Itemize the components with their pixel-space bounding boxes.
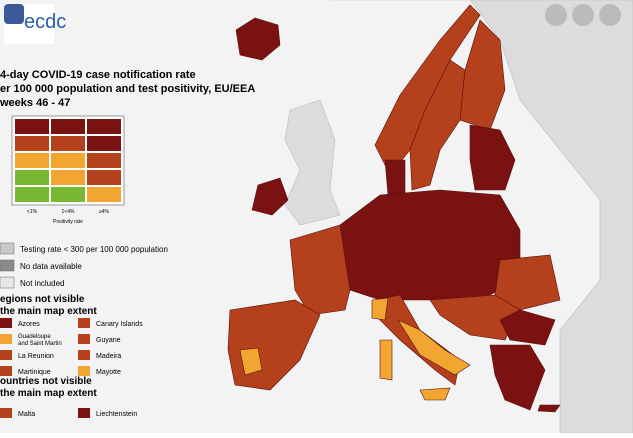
region-label: Azores <box>18 321 40 328</box>
grid-cell <box>51 170 85 185</box>
status-label: No data available <box>20 262 82 271</box>
grid-cell <box>51 153 85 168</box>
grid-cell <box>15 170 49 185</box>
legend: 4-day COVID-19 case notification rate er … <box>0 69 255 418</box>
liguria <box>371 297 389 321</box>
grid-cell <box>51 136 85 151</box>
region-swatch <box>78 334 90 344</box>
zoom-out[interactable] <box>572 4 594 26</box>
iceland <box>235 17 281 61</box>
section-heading: egions not visible <box>0 294 85 305</box>
tag[interactable] <box>599 4 621 26</box>
bulgaria <box>499 309 556 346</box>
grid-cell <box>15 187 49 202</box>
region-swatch <box>78 350 90 360</box>
grid-cell <box>51 187 85 202</box>
uk <box>284 99 341 226</box>
x-label: 1<4% <box>62 209 75 215</box>
section-heading: the main map extent <box>0 388 97 399</box>
status-swatch <box>0 276 15 289</box>
zoom-in[interactable] <box>545 4 567 26</box>
region-swatch <box>0 334 12 344</box>
crete <box>537 404 561 413</box>
sardinia <box>379 339 393 381</box>
title-line: weeks 46 - 47 <box>0 97 70 109</box>
region-label: Madeira <box>96 353 121 360</box>
status-label: Not included <box>20 279 64 288</box>
grid-cell <box>15 119 49 134</box>
ireland <box>251 177 289 216</box>
balkans <box>429 294 521 341</box>
x-label: <1% <box>27 209 38 215</box>
region-label: Guadeloupe and Saint Martin <box>18 334 62 347</box>
status-swatch <box>0 242 15 255</box>
facebook-icon[interactable] <box>4 4 24 24</box>
region-label: Canary Islands <box>96 321 143 328</box>
region-swatch <box>78 318 90 328</box>
region-label: Guyane <box>96 337 121 344</box>
section-heading: ountries not visible <box>0 376 92 387</box>
section-heading: the main map extent <box>0 306 97 317</box>
country-label: Liechtenstein <box>96 411 137 418</box>
grid-cell <box>15 153 49 168</box>
grid-cell <box>87 153 121 168</box>
non-eu-land <box>330 0 633 434</box>
region-swatch <box>0 350 12 360</box>
title-line: 4-day COVID-19 case notification rate <box>0 69 196 81</box>
grid-cell <box>87 170 121 185</box>
grid-cell <box>15 136 49 151</box>
italy-south <box>397 319 471 376</box>
x-title: Positivity rate <box>53 219 83 225</box>
region-label: La Reunion <box>18 353 54 360</box>
grid-cell <box>87 187 121 202</box>
grid-cell <box>51 119 85 134</box>
romania <box>494 254 561 311</box>
country-label: Malta <box>18 411 35 418</box>
region-label: Mayotte <box>96 369 121 376</box>
region-swatch <box>0 318 12 328</box>
country-swatch <box>0 408 12 418</box>
baltics <box>469 124 516 191</box>
region-swatch <box>0 366 12 376</box>
region-label: Martinique <box>18 369 51 376</box>
status-label: Testing rate < 300 per 100 000 populatio… <box>20 245 168 254</box>
status-swatch <box>0 259 15 272</box>
central-europe <box>339 189 521 301</box>
country-swatch <box>78 408 90 418</box>
x-label: ≥4% <box>99 209 110 215</box>
region-swatch <box>78 366 90 376</box>
map <box>227 0 633 434</box>
logo: ecdc <box>24 11 66 33</box>
greece <box>489 344 546 411</box>
grid-cell <box>87 136 121 151</box>
title-line: er 100 000 population and test positivit… <box>0 83 255 95</box>
grid-cell <box>87 119 121 134</box>
sicily <box>419 387 451 401</box>
map-controls <box>545 4 621 26</box>
france <box>289 224 351 316</box>
madrid <box>239 347 263 376</box>
denmark <box>384 159 406 196</box>
